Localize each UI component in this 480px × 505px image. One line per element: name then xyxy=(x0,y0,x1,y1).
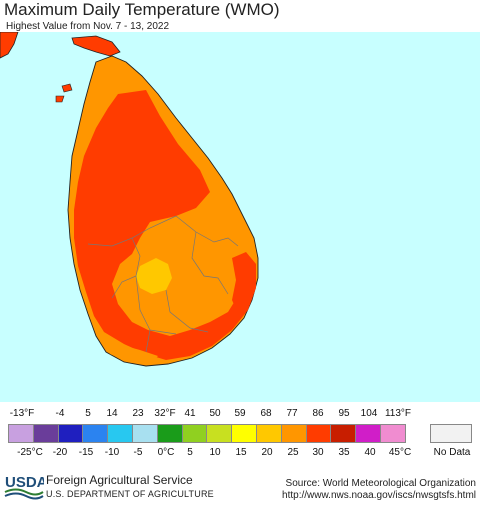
island-small xyxy=(61,83,73,93)
legend-f-label: 77 xyxy=(286,408,298,419)
legend-f-label: -4 xyxy=(55,408,65,419)
legend-swatch xyxy=(231,424,257,443)
legend-color-scale xyxy=(8,424,406,443)
legend-f-label: 50 xyxy=(209,408,221,419)
legend-c-label: 0°C xyxy=(157,447,175,458)
legend-swatch xyxy=(280,424,307,443)
legend-c-label: 40 xyxy=(364,447,376,458)
jaffna-peninsula xyxy=(71,35,121,57)
no-data-label: No Data xyxy=(433,447,471,458)
temperature-map xyxy=(0,32,480,402)
usda-logo-graphic: USDA xyxy=(4,474,48,500)
province-boundaries xyxy=(87,215,239,353)
legend-f-label: 68 xyxy=(260,408,272,419)
legend-swatch xyxy=(8,424,34,443)
central-highlands xyxy=(136,258,172,294)
source-url[interactable]: http://www.nws.noaa.gov/iscs/nwsgtsfs.ht… xyxy=(282,490,476,501)
legend-celsius-row: -25°C -20 -15 -10 -5 0°C 5 10 15 20 25 3… xyxy=(0,447,480,461)
legend-f-label: 104 xyxy=(360,408,378,419)
legend-c-label: -10 xyxy=(104,447,120,458)
legend-c-label: 25 xyxy=(287,447,299,458)
legend-c-label: 30 xyxy=(312,447,324,458)
legend-swatch xyxy=(330,424,357,443)
legend-swatch xyxy=(32,424,59,443)
legend-swatch xyxy=(131,424,158,443)
legend-swatch xyxy=(57,424,84,443)
legend-swatch xyxy=(206,424,233,443)
usda-logo-text: USDA xyxy=(5,474,44,491)
legend-c-label: -20 xyxy=(52,447,68,458)
south-coast-zone xyxy=(100,336,158,364)
legend-c-label: -15 xyxy=(78,447,94,458)
legend-c-label: -5 xyxy=(133,447,143,458)
dept-name: U.S. DEPARTMENT OF AGRICULTURE xyxy=(46,489,214,499)
legend-f-label: 86 xyxy=(312,408,324,419)
map-title: Maximum Daily Temperature (WMO) xyxy=(4,0,280,19)
no-data-swatch xyxy=(430,424,472,443)
map-canvas xyxy=(0,32,480,402)
legend-c-label: 20 xyxy=(261,447,273,458)
footer: USDA Foreign Agricultural Service U.S. D… xyxy=(0,470,480,505)
legend-f-label: 32°F xyxy=(154,408,176,419)
map-subtitle: Highest Value from Nov. 7 - 13, 2022 xyxy=(6,21,170,32)
legend-swatch xyxy=(379,424,406,443)
legend-f-label: 23 xyxy=(132,408,144,419)
legend-swatch xyxy=(181,424,208,443)
legend-fahrenheit-row: -13°F -4 5 14 23 32°F 41 50 59 68 77 86 … xyxy=(0,408,480,422)
legend-f-label: 113°F xyxy=(384,408,412,419)
legend-c-label: -25°C xyxy=(17,447,43,458)
legend-c-label: 45°C xyxy=(388,447,412,458)
org-name: Foreign Agricultural Service xyxy=(46,473,193,487)
legend-c-label: 15 xyxy=(235,447,247,458)
legend-swatch xyxy=(156,424,183,443)
legend-f-label: 14 xyxy=(106,408,118,419)
legend-c-label: 5 xyxy=(187,447,193,458)
east-coast-zone xyxy=(232,252,256,314)
legend-f-label: 41 xyxy=(184,408,196,419)
legend-c-label: 35 xyxy=(338,447,350,458)
legend-f-label: 5 xyxy=(85,408,91,419)
india-landmass xyxy=(0,32,19,59)
island-small xyxy=(55,95,65,103)
legend-swatch xyxy=(355,424,381,443)
hot-zone xyxy=(74,90,256,360)
legend-f-label: -13°F xyxy=(9,408,35,419)
legend-swatch xyxy=(82,424,109,443)
source-credit: Source: World Meteorological Organizatio… xyxy=(285,478,476,489)
legend-swatch xyxy=(255,424,282,443)
legend-c-label: 10 xyxy=(209,447,221,458)
usda-logo: USDA xyxy=(4,472,48,500)
legend-f-label: 95 xyxy=(338,408,350,419)
legend-swatch xyxy=(305,424,332,443)
legend-f-label: 59 xyxy=(234,408,246,419)
legend-swatch xyxy=(107,424,133,443)
